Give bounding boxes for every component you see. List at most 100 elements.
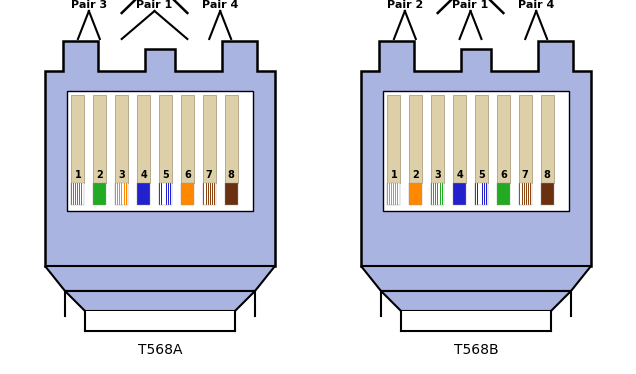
Bar xyxy=(541,183,553,205)
Bar xyxy=(115,95,128,183)
Bar xyxy=(214,183,215,205)
Bar xyxy=(522,183,523,205)
Text: 7: 7 xyxy=(206,171,212,180)
Text: 4: 4 xyxy=(140,171,147,180)
Bar xyxy=(212,183,213,205)
Bar xyxy=(115,183,116,205)
Bar xyxy=(159,95,172,183)
Polygon shape xyxy=(45,41,275,266)
Bar xyxy=(137,183,150,205)
Polygon shape xyxy=(361,41,591,266)
Bar xyxy=(541,183,553,205)
Text: 7: 7 xyxy=(522,171,529,180)
Text: Pair 4: Pair 4 xyxy=(518,0,555,10)
Bar xyxy=(484,183,485,205)
Bar xyxy=(225,183,238,205)
Text: 5: 5 xyxy=(478,171,485,180)
Bar xyxy=(387,183,401,205)
Bar xyxy=(93,183,106,205)
Bar xyxy=(410,95,422,183)
Bar xyxy=(453,95,466,183)
Bar xyxy=(497,183,510,205)
Bar xyxy=(453,183,466,205)
Text: Pair 4: Pair 4 xyxy=(202,0,238,10)
Bar xyxy=(77,183,78,205)
Text: T568A: T568A xyxy=(138,343,183,357)
Bar xyxy=(393,183,394,205)
Bar xyxy=(475,95,488,183)
Text: 3: 3 xyxy=(434,171,441,180)
Bar xyxy=(73,183,74,205)
Bar xyxy=(159,183,172,205)
Bar xyxy=(203,183,216,205)
Bar xyxy=(401,311,551,331)
Text: 1: 1 xyxy=(391,171,398,180)
Bar xyxy=(389,183,390,205)
Bar xyxy=(433,183,434,205)
Bar xyxy=(435,183,436,205)
Bar xyxy=(75,183,76,205)
Text: 6: 6 xyxy=(184,171,191,180)
Text: T568B: T568B xyxy=(453,343,499,357)
Bar xyxy=(431,183,444,205)
Bar xyxy=(391,183,392,205)
Bar xyxy=(410,183,422,205)
Bar xyxy=(526,183,527,205)
Bar xyxy=(159,183,160,205)
Bar xyxy=(71,95,85,183)
Bar xyxy=(93,95,106,183)
Bar xyxy=(93,183,106,205)
Bar xyxy=(137,95,150,183)
Bar xyxy=(203,95,216,183)
Bar xyxy=(181,183,194,205)
Bar xyxy=(521,183,522,205)
Bar xyxy=(410,183,422,205)
Bar xyxy=(383,91,569,211)
Bar xyxy=(453,183,466,205)
Bar xyxy=(117,183,118,205)
Text: Pair 3: Pair 3 xyxy=(71,0,107,10)
Bar xyxy=(519,183,520,205)
Bar xyxy=(225,183,238,205)
Text: Pair 1: Pair 1 xyxy=(452,0,488,10)
Bar xyxy=(203,183,216,205)
Bar xyxy=(381,291,571,316)
Bar xyxy=(159,183,172,205)
Bar xyxy=(181,183,194,205)
Bar xyxy=(519,95,532,183)
Bar xyxy=(387,183,388,205)
Polygon shape xyxy=(361,266,591,291)
Text: Pair 2: Pair 2 xyxy=(387,0,423,10)
Polygon shape xyxy=(381,291,571,311)
Bar xyxy=(181,95,194,183)
Bar xyxy=(431,183,432,205)
Bar xyxy=(431,95,444,183)
Bar xyxy=(225,95,238,183)
Bar xyxy=(497,95,510,183)
Bar xyxy=(115,183,128,205)
Bar xyxy=(115,183,128,205)
Bar xyxy=(475,183,488,205)
Bar xyxy=(519,183,532,205)
Bar xyxy=(431,183,444,205)
Bar xyxy=(65,291,255,316)
Bar xyxy=(119,183,120,205)
Bar xyxy=(137,183,150,205)
Bar xyxy=(497,183,510,205)
Bar xyxy=(519,183,532,205)
Text: 8: 8 xyxy=(228,171,235,180)
Text: 4: 4 xyxy=(456,171,463,180)
Text: Pair 1: Pair 1 xyxy=(136,0,172,10)
Bar xyxy=(387,95,401,183)
Text: 5: 5 xyxy=(162,171,169,180)
Text: 8: 8 xyxy=(544,171,551,180)
Bar xyxy=(482,183,483,205)
Bar xyxy=(203,183,204,205)
Text: 3: 3 xyxy=(118,171,125,180)
Bar xyxy=(479,183,480,205)
Bar xyxy=(528,183,529,205)
Text: 2: 2 xyxy=(413,171,419,180)
Bar xyxy=(79,183,80,205)
Bar xyxy=(71,183,85,205)
Bar xyxy=(475,183,488,205)
